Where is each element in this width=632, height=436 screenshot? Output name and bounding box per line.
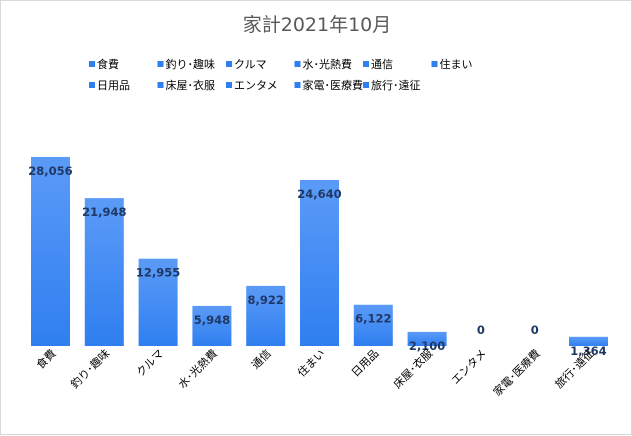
bar	[353, 304, 393, 346]
legend-swatch	[89, 82, 95, 88]
data-label: 2,100	[409, 339, 445, 353]
bar	[138, 258, 178, 346]
tick-label: エンタメ	[449, 347, 489, 387]
bar	[246, 285, 286, 346]
legend-swatch	[431, 61, 438, 67]
tick-label: 食費	[33, 346, 58, 371]
tick-label: 家電･医療費	[490, 346, 543, 399]
bar	[31, 156, 70, 346]
legend-entry: 床屋･衣服	[166, 78, 216, 92]
legend-swatch	[89, 61, 95, 67]
legend-swatch	[363, 82, 369, 88]
bar	[407, 331, 447, 346]
data-label: 1,364	[570, 344, 606, 358]
data-labels: 28,056 21,948 12,955 5,948 8,922 24,640 6,122 2…	[28, 164, 606, 358]
legend-swatch	[294, 82, 301, 88]
tick-label: 通信	[249, 347, 274, 372]
bar	[84, 198, 124, 346]
legend-entry: 食費	[97, 57, 119, 71]
bar	[300, 179, 339, 346]
legend-entry: 日用品	[97, 79, 130, 92]
tick-label: 住まい	[294, 346, 327, 379]
bars	[31, 156, 608, 346]
data-label: 0	[477, 323, 485, 337]
legend-entry: 釣り･趣味	[166, 57, 216, 71]
legend-entry: 住まい	[440, 57, 473, 71]
data-label: 8,922	[248, 293, 284, 307]
category-tick-labels: 食費 釣り･趣味 クルマ 水･光熱費 通信 住まい 日用品 床屋･衣服 エンタメ 家電･医療費 旅行…	[33, 346, 596, 399]
data-label: 12,955	[136, 266, 180, 280]
bar	[192, 305, 232, 346]
chart-title: 家計2021年10月	[243, 14, 392, 36]
tick-label: クルマ	[134, 347, 166, 379]
data-label: 24,640	[297, 187, 341, 201]
tick-label: 釣り･趣味	[68, 346, 113, 391]
legend-swatch	[226, 82, 232, 88]
legend-swatch	[157, 61, 164, 67]
tick-label: 床屋･衣服	[390, 346, 435, 391]
tick-label: 水･光熱費	[175, 346, 220, 391]
legend-entry: 旅行･遠征	[371, 78, 421, 92]
data-label: 6,122	[355, 312, 391, 326]
legend-swatch	[363, 61, 369, 67]
legend-entry: エンタメ	[234, 79, 278, 92]
data-label: 21,948	[82, 205, 126, 219]
legend-entry: 通信	[371, 58, 393, 71]
legend-swatch	[157, 82, 164, 88]
legend-entry: 家電･医療費	[303, 78, 364, 92]
data-label: 5,948	[194, 313, 230, 327]
legend-swatch	[226, 61, 232, 67]
legend-entry: 水･光熱費	[303, 57, 353, 71]
legend-swatch	[294, 61, 301, 67]
tick-label: 日用品	[349, 347, 382, 380]
legend-entry: クルマ	[234, 58, 267, 71]
data-label: 0	[531, 323, 539, 337]
data-label: 28,056	[28, 164, 72, 178]
bar	[569, 336, 608, 346]
